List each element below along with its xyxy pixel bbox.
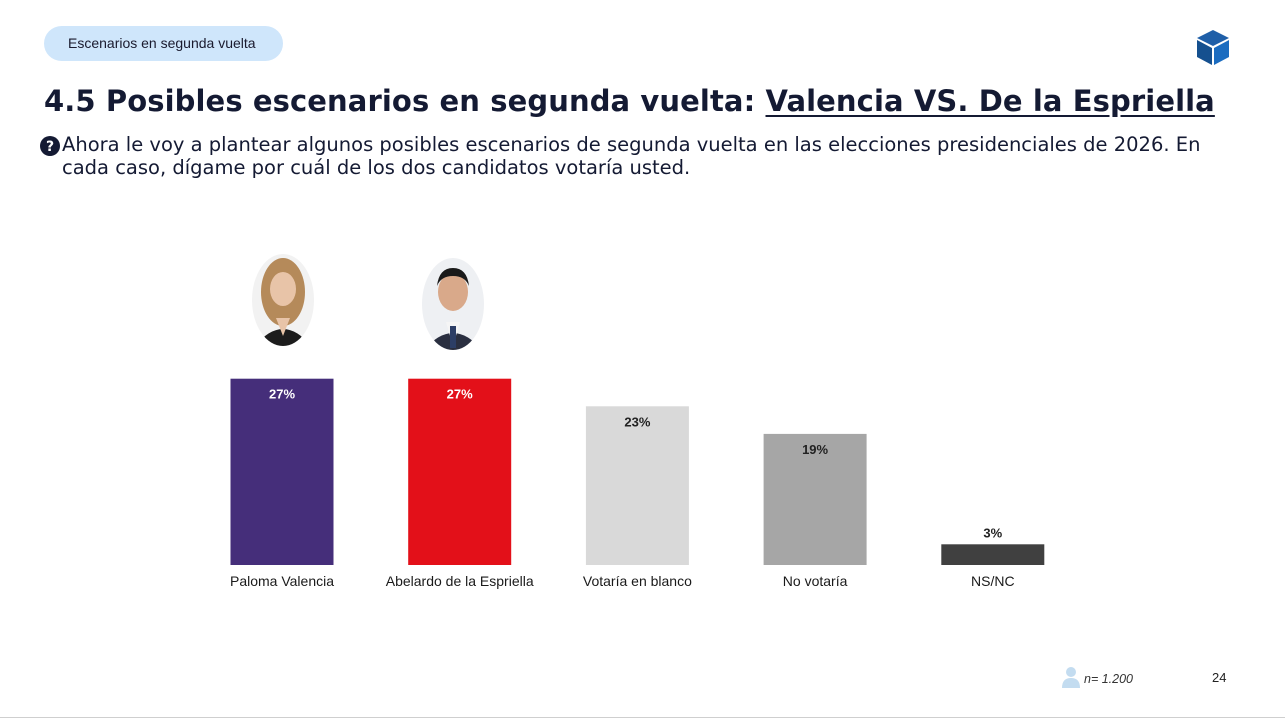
question-text: Ahora le voy a plantear algunos posibles…	[62, 133, 1201, 179]
bar-value-label-4: 3%	[983, 525, 1002, 540]
bar-value-label-1: 27%	[447, 387, 473, 402]
cube-icon	[1197, 30, 1229, 65]
category-label-4: NS/NC	[971, 573, 1015, 589]
bars-group: 27% Paloma Valencia 27% Abelardo de la Espr…	[230, 378, 1045, 589]
page-title: 4.5 Posibles escenarios en segunda vuelt…	[44, 84, 1215, 118]
bar-1	[408, 378, 512, 565]
bar-2	[585, 406, 689, 565]
bar-value-label-3: 19%	[802, 442, 828, 457]
category-label-1: Abelardo de la Espriella	[386, 573, 534, 589]
sample-size: n= 1.200	[1062, 666, 1172, 690]
category-label-2: Votaría en blanco	[583, 573, 692, 589]
bar-value-label-0: 27%	[269, 387, 295, 402]
page-number: 24	[1212, 670, 1227, 685]
woman-portrait-icon	[252, 254, 314, 346]
survey-question: ? Ahora le voy a plantear algunos posibl…	[40, 133, 1220, 179]
footer-divider	[0, 717, 1285, 718]
title-main: 4.5 Posibles escenarios en segunda vuelt…	[44, 84, 766, 118]
question-circle-icon: ?	[40, 136, 60, 156]
section-tag: Escenarios en segunda vuelta	[44, 26, 283, 61]
bar-0	[230, 378, 334, 565]
bar-value-label-2: 23%	[624, 414, 650, 429]
sample-size-text: n= 1.200	[1084, 672, 1134, 686]
title-emphasis: Valencia VS. De la Espriella	[765, 84, 1215, 118]
bar-3	[763, 433, 867, 565]
man-portrait-icon	[422, 258, 484, 350]
bar-4	[941, 544, 1045, 565]
category-label-0: Paloma Valencia	[230, 573, 334, 589]
svg-text:?: ?	[46, 139, 54, 155]
person-icon	[1062, 667, 1080, 688]
category-label-3: No votaría	[783, 573, 848, 589]
